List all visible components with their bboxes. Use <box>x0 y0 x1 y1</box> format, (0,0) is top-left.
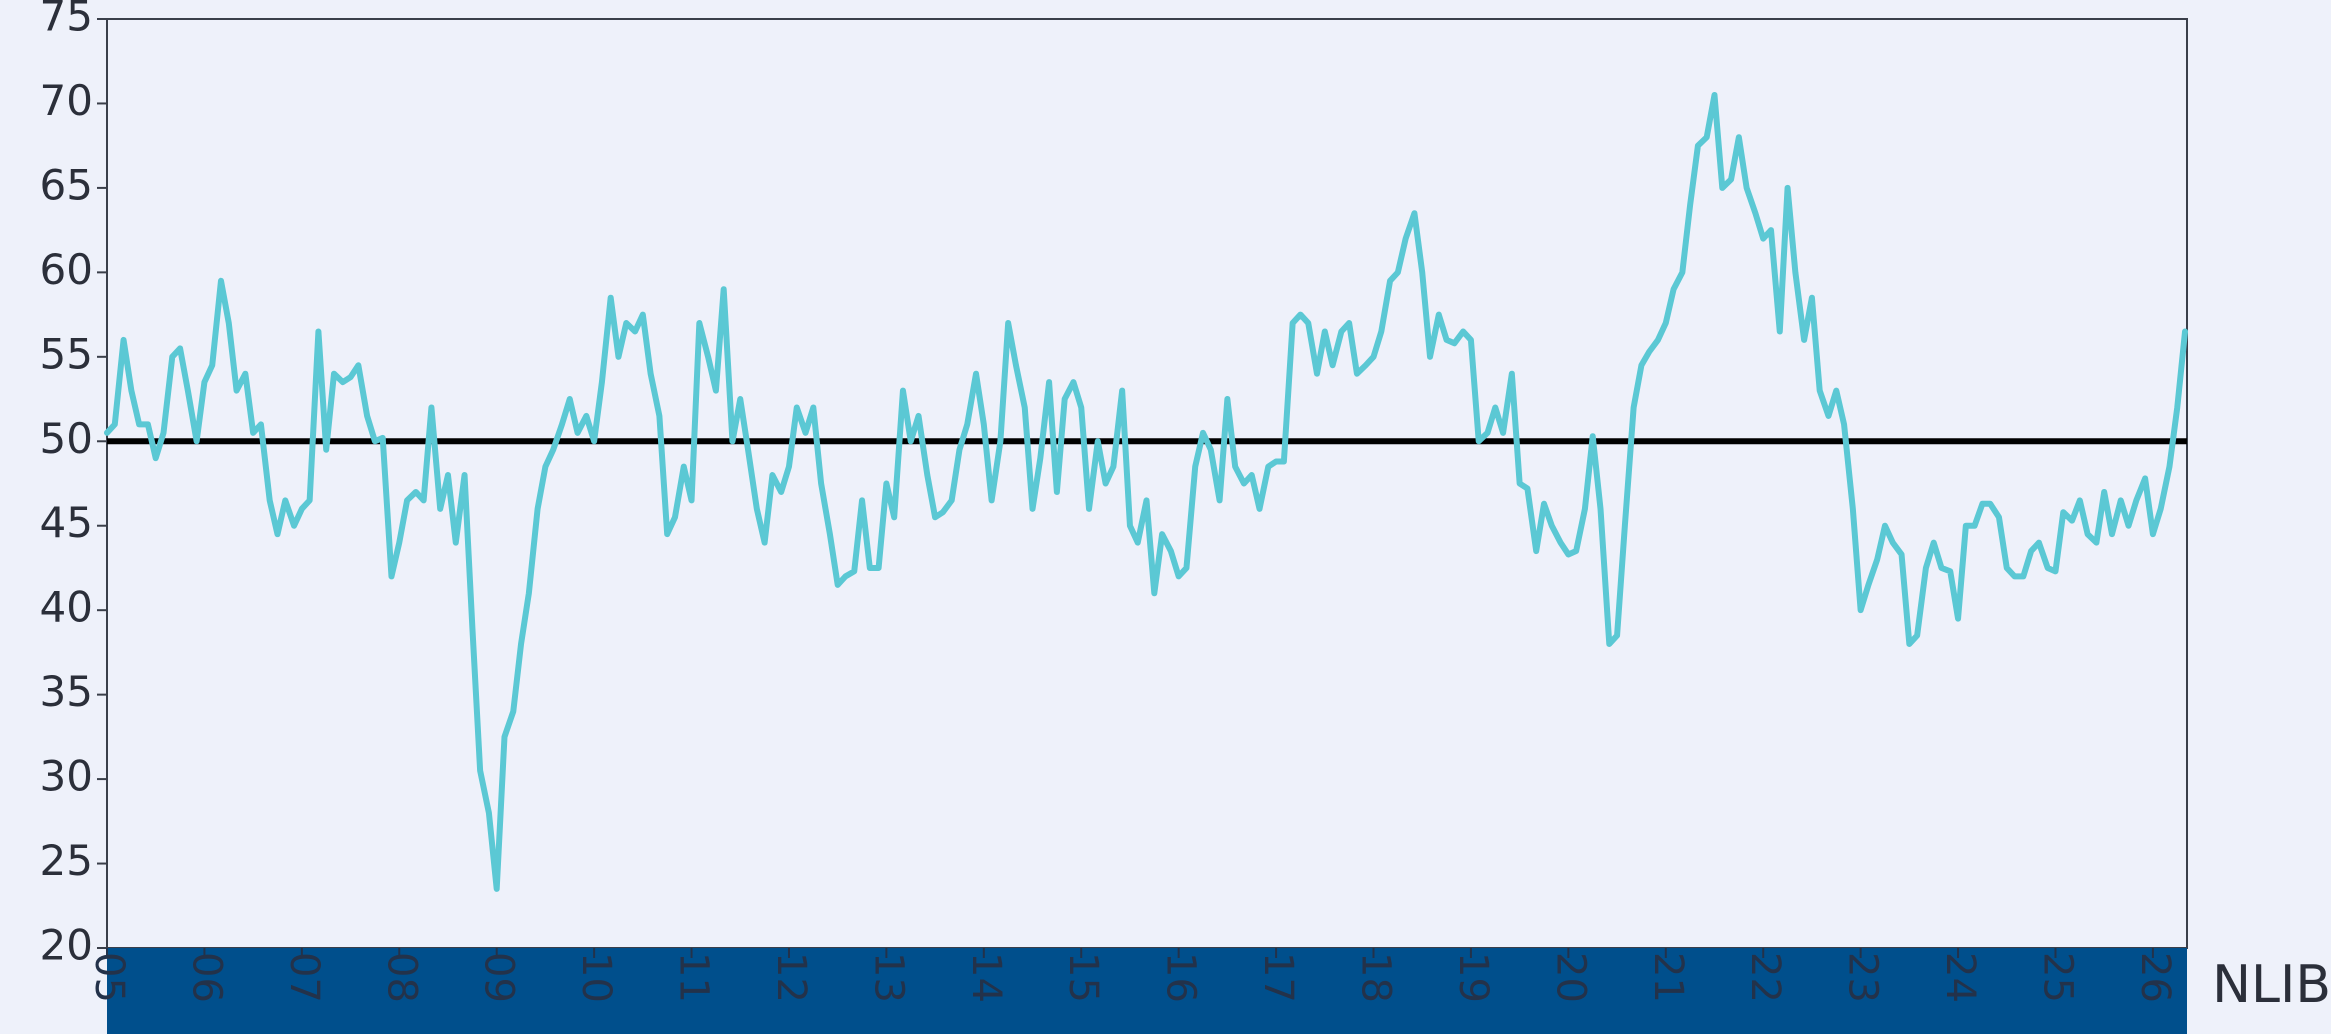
y-tick-label: 30 <box>40 752 93 801</box>
x-tick-label: 20 <box>1547 952 1593 1003</box>
x-tick-label: 24 <box>1937 952 1983 1003</box>
x-tick-label: 08 <box>378 952 424 1003</box>
y-tick-label: 40 <box>40 583 93 632</box>
x-tick-label: 21 <box>1645 952 1691 1003</box>
y-tick-label: 35 <box>40 667 93 716</box>
y-tick-label: 75 <box>40 0 93 41</box>
x-tick-label: 13 <box>865 952 911 1003</box>
y-tick-label: 55 <box>40 329 93 378</box>
plot-area <box>106 18 2188 949</box>
x-tick-label: 06 <box>183 952 229 1003</box>
x-tick-label: 10 <box>573 952 619 1003</box>
x-tick-label: 26 <box>2132 952 2178 1003</box>
x-tick-label: 14 <box>963 952 1009 1003</box>
x-axis-band <box>107 948 2187 1034</box>
y-tick-label: 60 <box>40 245 93 294</box>
x-tick-label: 15 <box>1060 952 1106 1003</box>
y-tick-label: 20 <box>40 921 93 970</box>
x-tick-label: 16 <box>1158 952 1204 1003</box>
x-tick-label: 05 <box>86 952 132 1003</box>
y-tick-label: 70 <box>40 76 93 125</box>
x-tick-label: 22 <box>1742 952 1788 1003</box>
x-tick-label: 07 <box>281 952 327 1003</box>
x-tick-label: 25 <box>2034 952 2080 1003</box>
data-line <box>104 92 2189 892</box>
source-label: NLIB <box>2212 955 2331 1015</box>
y-tick-label: 50 <box>40 414 93 463</box>
x-tick-label: 18 <box>1353 952 1399 1003</box>
y-tick-label: 25 <box>40 836 93 885</box>
y-tick-label: 45 <box>40 498 93 547</box>
x-tick-label: 17 <box>1255 952 1301 1003</box>
y-tick-label: 65 <box>40 160 93 209</box>
x-tick-label: 12 <box>768 952 814 1003</box>
x-tick-label: 19 <box>1450 952 1496 1003</box>
x-tick-label: 09 <box>476 952 522 1003</box>
x-tick-label: 23 <box>1840 952 1886 1003</box>
x-tick-label: 11 <box>671 952 717 1003</box>
